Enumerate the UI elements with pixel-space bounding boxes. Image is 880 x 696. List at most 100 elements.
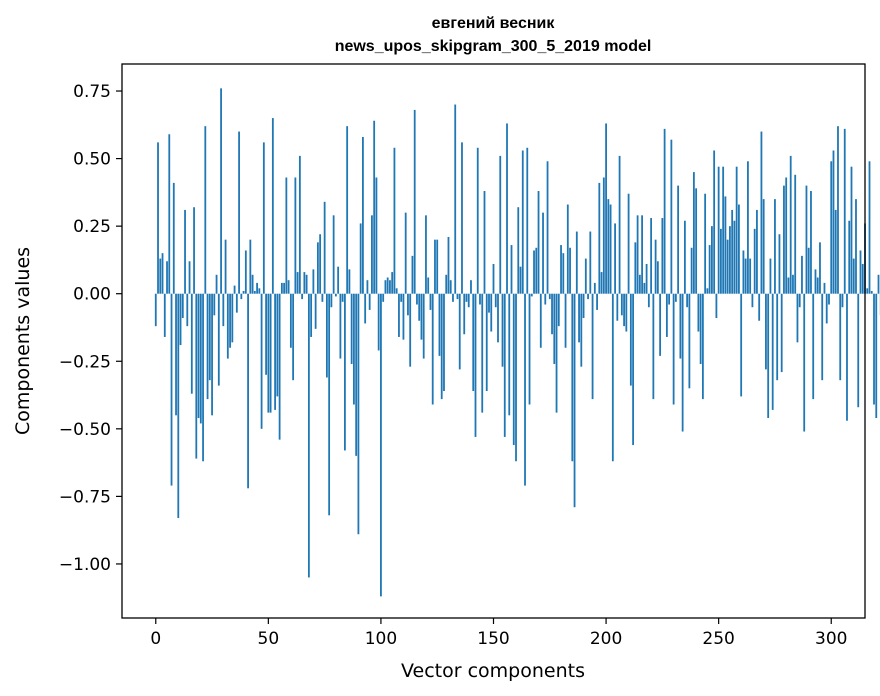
bar-260: [740, 293, 743, 397]
bar-193: [589, 231, 592, 294]
bar-200: [605, 123, 607, 294]
bar-151: [494, 293, 497, 308]
bar-66: [303, 272, 306, 294]
bar-105: [391, 272, 394, 294]
bar-144: [479, 293, 481, 305]
bar-8: [172, 182, 175, 294]
bar-227: [665, 293, 668, 337]
bar-231: [674, 293, 677, 302]
bar-172: [542, 212, 544, 294]
bar-156: [506, 123, 508, 294]
bar-223: [656, 261, 659, 294]
bar-157: [508, 293, 511, 416]
y-tick-label: −1.00: [59, 555, 111, 575]
bar-182: [564, 293, 567, 348]
bar-304: [839, 293, 842, 381]
bar-123: [431, 293, 434, 405]
bar-36: [235, 293, 238, 313]
y-tick-label: 0.00: [73, 285, 111, 305]
bar-238: [690, 247, 693, 294]
bar-16: [190, 293, 193, 394]
bar-204: [614, 223, 616, 294]
bar-184: [569, 247, 571, 294]
bar-29: [220, 88, 222, 294]
bar-118: [420, 293, 423, 340]
bar-241: [697, 293, 700, 332]
bar-2: [159, 258, 162, 294]
bar-285: [796, 293, 799, 343]
bar-167: [530, 293, 533, 297]
bar-276: [776, 293, 779, 381]
bar-273: [769, 258, 772, 294]
bar-240: [695, 188, 698, 294]
bar-35: [233, 285, 236, 294]
bar-38: [240, 293, 243, 300]
bar-6: [168, 134, 171, 294]
bar-165: [526, 147, 529, 294]
bar-107: [395, 288, 398, 294]
bar-199: [602, 177, 605, 294]
bar-222: [654, 239, 657, 294]
bar-205: [616, 293, 619, 321]
bar-90: [357, 293, 360, 535]
bar-264: [749, 258, 752, 294]
bar-164: [524, 293, 526, 486]
y-tick-label: 0.50: [73, 150, 111, 170]
bar-294: [816, 277, 819, 294]
bar-10: [177, 293, 180, 519]
bar-117: [418, 293, 421, 321]
bar-289: [805, 185, 808, 294]
bar-27: [215, 274, 218, 294]
bar-220: [650, 218, 653, 294]
bar-155: [503, 293, 506, 437]
bar-159: [512, 293, 515, 446]
bar-108: [398, 293, 400, 337]
bar-84: [344, 293, 346, 451]
bar-190: [582, 293, 585, 319]
bar-213: [634, 242, 637, 294]
bar-236: [686, 293, 689, 308]
y-tick-label: −0.50: [59, 420, 111, 440]
bar-42: [249, 239, 252, 294]
bar-44: [253, 291, 256, 294]
bar-64: [298, 155, 301, 294]
bar-321: [877, 274, 880, 294]
bar-247: [711, 226, 713, 294]
bar-18: [195, 293, 198, 459]
bar-206: [618, 155, 621, 294]
bar-103: [386, 277, 389, 294]
bar-21: [202, 293, 204, 462]
bar-196: [596, 293, 598, 310]
bar-314: [861, 263, 864, 294]
bar-30: [222, 293, 225, 327]
bar-63: [296, 272, 299, 294]
bar-319: [873, 293, 875, 405]
bar-97: [373, 120, 376, 294]
bar-98: [375, 177, 378, 294]
bar-153: [499, 155, 502, 294]
bar-169: [535, 247, 538, 294]
bar-183: [566, 204, 569, 294]
bar-266: [753, 228, 756, 294]
bar-202: [609, 204, 612, 294]
bar-91: [359, 223, 362, 294]
bar-175: [548, 293, 551, 300]
bar-146: [483, 191, 486, 294]
bar-7: [170, 293, 173, 486]
bar-298: [825, 293, 828, 324]
bar-237: [688, 293, 691, 389]
bar-60: [289, 293, 292, 348]
bar-71: [314, 293, 317, 329]
bar-250: [717, 166, 720, 294]
bar-313: [859, 250, 862, 294]
bar-212: [632, 293, 634, 446]
bar-234: [681, 293, 684, 432]
bar-272: [767, 293, 770, 419]
bar-261: [742, 250, 745, 294]
bar-49: [265, 293, 267, 375]
bar-224: [659, 293, 662, 356]
bars-group: [154, 88, 880, 597]
bar-56: [280, 282, 283, 294]
bar-114: [411, 255, 414, 294]
bar-125: [436, 239, 439, 294]
